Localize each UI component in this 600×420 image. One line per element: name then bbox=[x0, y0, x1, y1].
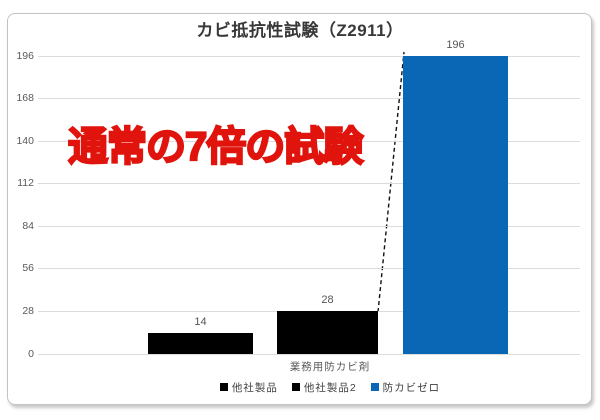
legend-item-1: 他社製品2 bbox=[291, 380, 357, 395]
y-tick-label-0: 0 bbox=[28, 347, 34, 360]
gridline-112 bbox=[38, 183, 580, 185]
gridline-140 bbox=[38, 140, 580, 142]
gridline-0 bbox=[38, 353, 580, 355]
legend-label: 防カビゼロ bbox=[382, 381, 441, 394]
bar-series-2 bbox=[403, 56, 508, 354]
gridline-168 bbox=[38, 98, 580, 100]
gridline-56 bbox=[38, 268, 580, 270]
legend-swatch-icon bbox=[370, 383, 379, 391]
x-axis-category-label: 業務用防カビ剤 bbox=[289, 361, 371, 373]
legend-item-2: 防カビゼロ bbox=[370, 380, 441, 395]
annotation-overlay-text: 通常の7倍の試験 bbox=[67, 124, 364, 170]
gridline-196 bbox=[38, 55, 580, 57]
legend-label: 他社製品 bbox=[231, 381, 278, 394]
legend: 他社製品 他社製品2 防カビゼロ bbox=[130, 380, 530, 394]
y-tick-label-168: 168 bbox=[16, 92, 34, 105]
bar-series-1 bbox=[277, 311, 378, 354]
gridline-84 bbox=[38, 225, 580, 227]
legend-swatch-icon bbox=[291, 383, 300, 391]
bar-series-0 bbox=[148, 332, 253, 354]
chart-title: カビ抵抗性試験（Z2911） bbox=[196, 21, 404, 40]
bar-value-label-2: 196 bbox=[446, 39, 465, 51]
y-tick-label-140: 140 bbox=[16, 134, 34, 147]
plot-area: 0 28 56 84 112 140 168 196 14 28 196 bbox=[16, 39, 580, 360]
y-tick-label-84: 84 bbox=[22, 219, 34, 232]
y-tick-label-112: 112 bbox=[17, 177, 34, 190]
gridline-28 bbox=[38, 310, 580, 312]
bar-value-label-0: 14 bbox=[194, 315, 207, 328]
legend-item-0: 他社製品 bbox=[219, 380, 278, 395]
y-tick-label-196: 196 bbox=[16, 49, 34, 62]
bar-value-label-1: 28 bbox=[321, 294, 334, 307]
y-tick-label-56: 56 bbox=[22, 262, 34, 275]
legend-label: 他社製品2 bbox=[303, 381, 357, 394]
y-tick-label-28: 28 bbox=[22, 304, 34, 317]
legend-swatch-icon bbox=[219, 383, 228, 391]
